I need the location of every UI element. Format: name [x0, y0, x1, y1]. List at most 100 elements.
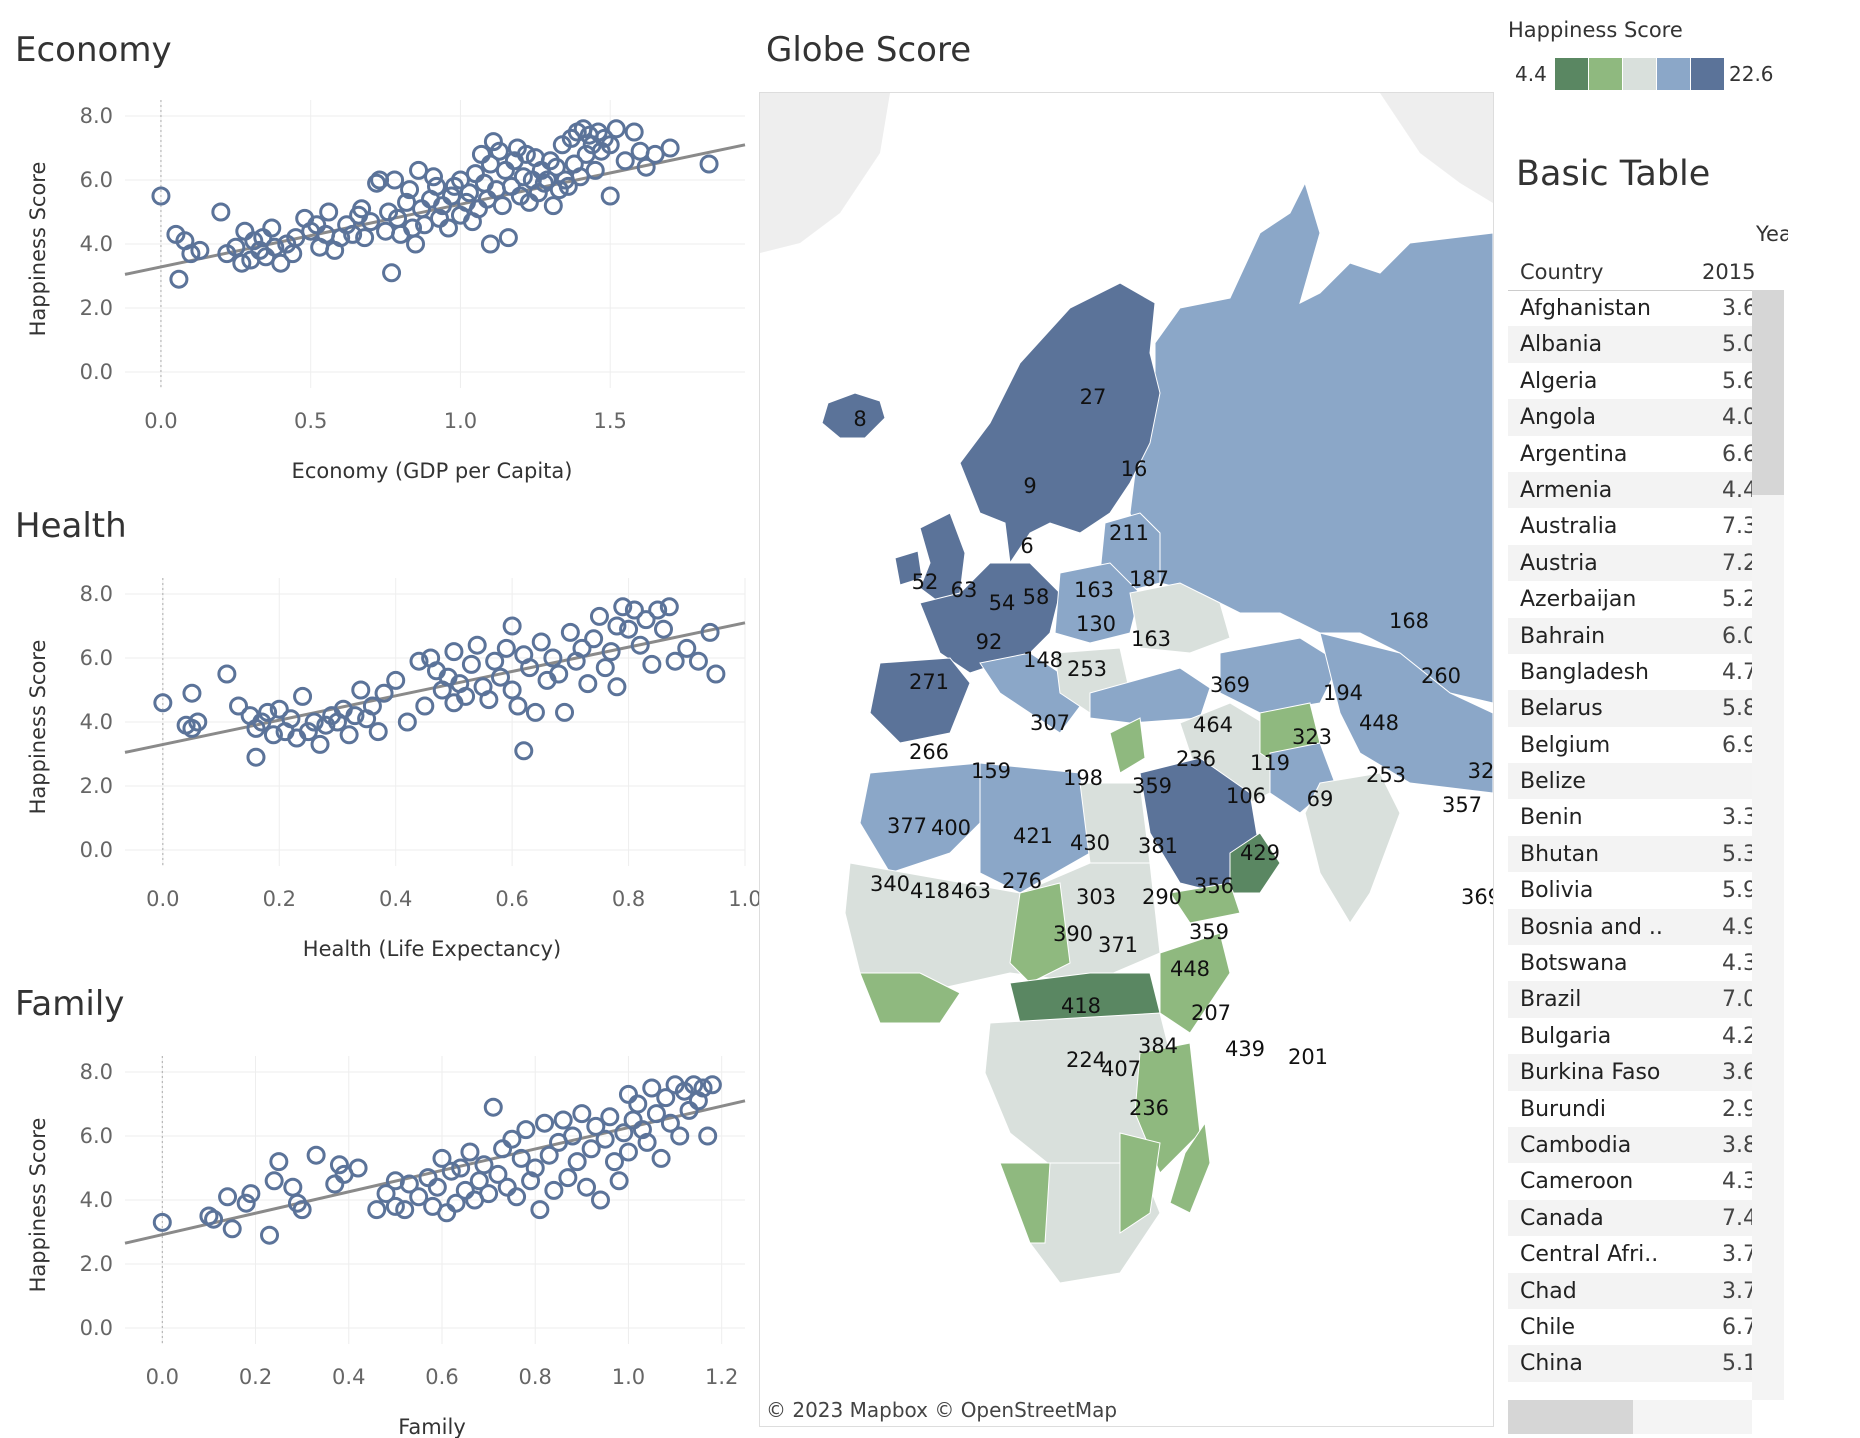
table-row[interactable]: Belize [1508, 763, 1752, 800]
data-point[interactable] [339, 725, 359, 745]
data-point[interactable] [613, 597, 633, 617]
data-point[interactable] [492, 196, 512, 216]
data-point[interactable] [188, 712, 208, 732]
data-point[interactable] [262, 218, 282, 238]
table-row[interactable]: Afghanistan 3.6 [1508, 290, 1752, 326]
data-point[interactable] [304, 712, 324, 732]
data-point[interactable] [483, 132, 503, 152]
data-point[interactable] [670, 1126, 690, 1146]
ireland-region[interactable] [894, 550, 923, 586]
table-row[interactable]: Bosnia and .. 4.9 [1508, 908, 1752, 946]
data-point[interactable] [444, 642, 464, 662]
ukraine-region[interactable] [1129, 582, 1231, 654]
data-point[interactable] [572, 638, 592, 658]
table-row[interactable]: Botswana 4.3 [1508, 945, 1752, 981]
iberia-region[interactable] [869, 657, 971, 744]
data-point[interactable] [609, 1171, 629, 1191]
data-point[interactable] [601, 642, 621, 662]
data-point[interactable] [665, 651, 685, 671]
data-point[interactable] [329, 1155, 349, 1175]
data-point[interactable] [412, 199, 432, 219]
data-point[interactable] [467, 635, 487, 655]
horn-of-africa-region[interactable] [1159, 932, 1231, 1034]
data-point[interactable] [549, 180, 569, 200]
table-row[interactable]: Albania 5.0 [1508, 326, 1752, 363]
data-point[interactable] [607, 616, 627, 636]
data-point[interactable] [619, 619, 639, 639]
data-point[interactable] [497, 1177, 517, 1197]
economy-scatter-plot[interactable]: 0.0 2.0 4.0 6.0 8.0 0.0 0.5 1.0 1.5 Economy (GDP … [0, 88, 750, 483]
data-point[interactable] [169, 269, 189, 289]
data-point[interactable] [489, 141, 509, 161]
data-point[interactable] [181, 244, 201, 264]
data-point[interactable] [151, 186, 171, 206]
data-point[interactable] [513, 167, 533, 187]
west-africa-region[interactable] [859, 972, 961, 1024]
data-point[interactable] [585, 160, 605, 180]
data-point[interactable] [232, 253, 252, 273]
data-point[interactable] [293, 686, 313, 706]
table-row[interactable]: Australia 7.3 [1508, 508, 1752, 544]
data-point[interactable] [190, 240, 210, 260]
data-point[interactable] [426, 176, 446, 196]
data-point[interactable] [688, 651, 708, 671]
data-point[interactable] [182, 683, 202, 703]
data-point[interactable] [432, 1148, 452, 1168]
data-point[interactable] [630, 141, 650, 161]
health-scatter-plot[interactable]: 0.0 2.0 4.0 6.0 8.0 0.0 0.2 0.4 0.6 0.8 1.0 Health … [0, 566, 762, 961]
data-point[interactable] [514, 741, 534, 761]
data-point[interactable] [461, 654, 481, 674]
data-point[interactable] [244, 231, 264, 251]
data-point[interactable] [520, 658, 540, 678]
data-point[interactable] [578, 674, 598, 694]
data-point[interactable] [546, 157, 566, 177]
data-point[interactable] [367, 1200, 387, 1220]
data-point[interactable] [648, 600, 668, 620]
yemen-region[interactable] [1169, 882, 1241, 924]
data-point[interactable] [265, 237, 285, 257]
data-point[interactable] [211, 202, 231, 222]
data-point[interactable] [382, 263, 402, 283]
table-row[interactable]: Cameroon 4.3 [1508, 1163, 1752, 1199]
data-point[interactable] [367, 173, 387, 193]
horizontal-scrollbar[interactable] [1508, 1400, 1752, 1434]
data-point[interactable] [624, 122, 644, 142]
data-point[interactable] [283, 1177, 303, 1197]
data-point[interactable] [485, 651, 505, 671]
table-row[interactable]: Chad 3.7 [1508, 1272, 1752, 1309]
data-point[interactable] [508, 696, 528, 716]
data-point[interactable] [653, 619, 673, 639]
table-row[interactable]: Austria 7.2 [1508, 544, 1752, 582]
data-point[interactable] [586, 1116, 606, 1136]
data-point[interactable] [555, 702, 575, 722]
table-row[interactable]: Benin 3.3 [1508, 799, 1752, 835]
data-point[interactable] [427, 1177, 447, 1197]
levant-region[interactable] [1109, 717, 1146, 774]
globe-score-map[interactable]: 8 27 16 9 6 211 52 63 163 187 54 58 168 130 92 163 148 25… [759, 92, 1494, 1427]
data-point[interactable] [600, 186, 620, 206]
data-point[interactable] [355, 228, 375, 248]
data-point[interactable] [637, 1132, 657, 1152]
data-point[interactable] [543, 196, 563, 216]
data-point[interactable] [260, 1225, 280, 1245]
data-point[interactable] [351, 680, 371, 700]
data-point[interactable] [252, 712, 272, 732]
east-asia-region[interactable] [1319, 632, 1493, 794]
data-point[interactable] [656, 1088, 676, 1108]
data-point[interactable] [437, 1203, 457, 1223]
data-point[interactable] [222, 1219, 242, 1239]
italy-balkans-region[interactable] [979, 652, 1091, 734]
data-point[interactable] [606, 119, 626, 139]
data-point[interactable] [415, 696, 435, 716]
data-point[interactable] [376, 221, 396, 241]
vertical-scrollbar[interactable] [1752, 290, 1784, 1400]
data-point[interactable] [595, 658, 615, 678]
data-point[interactable] [558, 176, 578, 196]
data-point[interactable] [241, 1184, 261, 1204]
data-point[interactable] [618, 1142, 638, 1162]
data-point[interactable] [628, 1094, 648, 1114]
data-point[interactable] [395, 1200, 415, 1220]
data-point[interactable] [361, 212, 381, 232]
table-row[interactable]: Azerbaijan 5.2 [1508, 581, 1752, 617]
mozambique-region[interactable] [1119, 1132, 1161, 1234]
